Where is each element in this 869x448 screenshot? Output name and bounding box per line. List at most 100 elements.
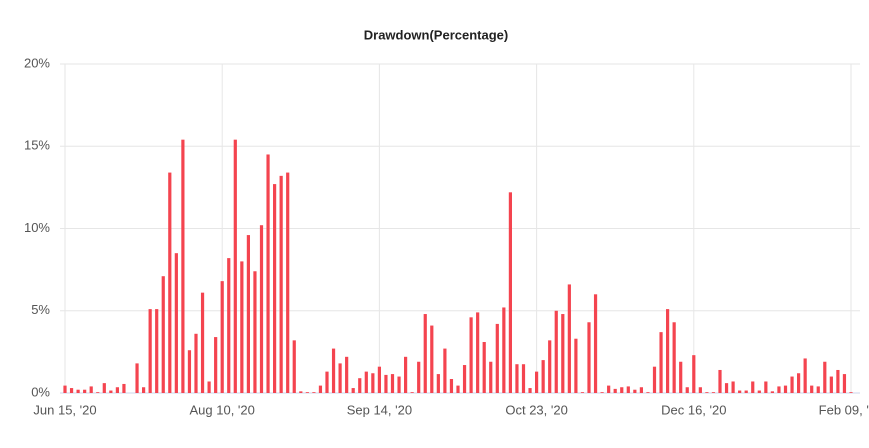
bar — [168, 172, 172, 393]
bar — [443, 348, 447, 393]
bar — [502, 307, 506, 393]
bar — [797, 373, 801, 393]
bar — [390, 374, 395, 393]
bar — [751, 381, 755, 393]
bar — [207, 381, 211, 393]
bar — [672, 322, 676, 393]
bar — [194, 333, 198, 393]
bar — [456, 385, 460, 393]
bar — [757, 390, 761, 393]
bar — [810, 385, 814, 393]
x-tick-label: Feb 09, '21 — [819, 402, 869, 417]
y-tick-label: 15% — [24, 138, 50, 153]
bar — [652, 366, 657, 393]
bar — [305, 392, 309, 393]
bar — [436, 374, 440, 393]
bar — [384, 374, 388, 393]
bar — [692, 355, 696, 393]
bar — [325, 371, 329, 393]
bar — [364, 371, 368, 393]
bar — [279, 175, 283, 393]
bar — [148, 309, 152, 393]
bar — [607, 385, 611, 393]
bar — [770, 391, 774, 393]
x-tick-label: Aug 10, '20 — [190, 402, 255, 417]
bar — [541, 360, 545, 393]
bar — [371, 373, 375, 393]
bar — [476, 312, 480, 393]
bar — [404, 356, 408, 393]
bar — [240, 261, 244, 393]
bar — [338, 363, 342, 393]
bar — [711, 392, 716, 393]
bar — [659, 332, 663, 393]
bar — [731, 381, 735, 393]
bar — [613, 388, 617, 393]
bar — [593, 294, 598, 393]
bar — [227, 258, 231, 393]
x-tick-label: Sep 14, '20 — [347, 402, 412, 417]
bar — [515, 364, 519, 393]
bar — [161, 276, 165, 393]
bar — [738, 390, 742, 393]
bar — [377, 366, 381, 393]
bar — [96, 392, 100, 393]
bar — [646, 392, 650, 393]
bar — [705, 392, 709, 393]
bar — [679, 361, 683, 393]
bar — [181, 139, 185, 393]
bar — [220, 281, 224, 393]
bar — [462, 365, 467, 393]
bar — [273, 184, 277, 393]
bar — [331, 348, 336, 393]
bar — [397, 376, 401, 393]
bar — [574, 338, 578, 393]
bar — [849, 392, 853, 393]
bar — [102, 383, 106, 393]
y-tick-label: 20% — [24, 55, 50, 70]
bar — [829, 376, 833, 393]
bar — [155, 309, 159, 393]
bar — [633, 389, 637, 393]
bar — [698, 387, 702, 393]
bar — [744, 390, 748, 393]
bar — [724, 383, 729, 393]
bar — [548, 340, 552, 393]
bar — [528, 388, 532, 393]
bar — [410, 392, 414, 393]
bar — [777, 386, 781, 393]
bar — [580, 392, 585, 393]
bar — [83, 389, 87, 393]
bar — [187, 350, 192, 393]
bar — [685, 387, 689, 393]
bar — [122, 383, 126, 393]
bar — [63, 385, 67, 393]
x-tick-label: Oct 23, '20 — [505, 402, 567, 417]
bar — [351, 388, 355, 393]
bar — [174, 253, 178, 393]
bar — [76, 389, 80, 393]
bar — [266, 154, 270, 393]
bar — [89, 386, 93, 393]
bar — [423, 314, 427, 393]
chart-title: Drawdown(Percentage) — [364, 27, 508, 42]
bar — [567, 284, 571, 393]
bar — [561, 314, 565, 393]
bar — [233, 139, 237, 393]
bar — [312, 392, 316, 393]
bar — [521, 364, 526, 393]
bar — [554, 310, 558, 393]
bar — [253, 271, 257, 393]
bar — [718, 369, 722, 393]
bar — [318, 385, 323, 393]
y-tick-label: 0% — [31, 384, 50, 399]
bar — [495, 323, 499, 393]
bar — [109, 390, 113, 393]
bar — [666, 309, 670, 393]
bar — [142, 387, 146, 393]
bar — [482, 342, 486, 393]
bar — [836, 369, 840, 393]
bar — [803, 358, 807, 393]
bar — [783, 385, 788, 393]
